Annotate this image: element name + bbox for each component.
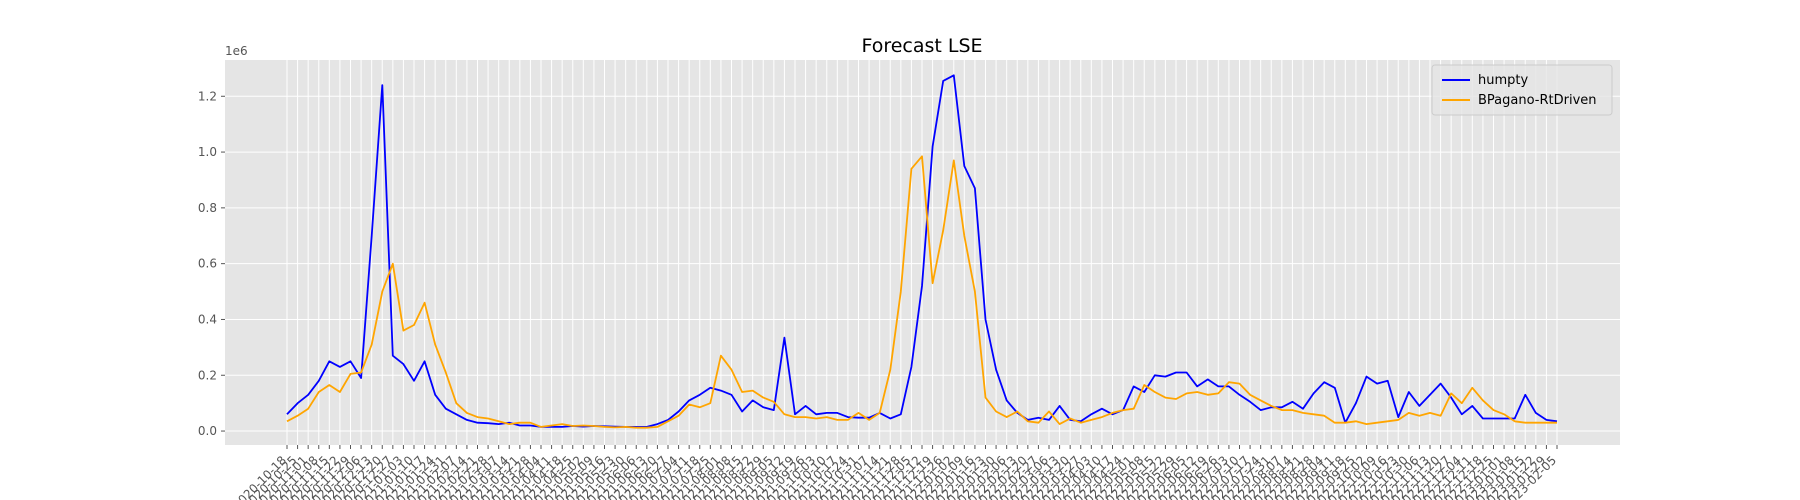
y-axis-scale-label: 1e6 bbox=[225, 44, 248, 58]
y-axis-ticks: 0.0 0.2 0.4 0.6 0.8 1.0 1.2 bbox=[198, 89, 225, 438]
y-tick-label: 0.2 bbox=[198, 368, 217, 382]
y-tick-label: 1.0 bbox=[198, 145, 217, 159]
y-tick-label: 0.4 bbox=[198, 312, 217, 326]
series-line-bpagano-rtdriven bbox=[286, 155, 1557, 429]
legend-box bbox=[1431, 64, 1613, 116]
y-tick-label: 1.2 bbox=[198, 89, 217, 103]
y-tick-label: 0.6 bbox=[198, 257, 217, 271]
y-tick-label: 0.0 bbox=[198, 424, 217, 438]
legend-label: humpty bbox=[1478, 73, 1528, 88]
series-lines bbox=[286, 74, 1558, 429]
y-tick-label: 0.8 bbox=[198, 201, 217, 215]
legend: humpty BPagano-RtDriven bbox=[1431, 64, 1613, 116]
x-axis-ticks: 2020-10-182020-10-252020-11-012020-11-08… bbox=[230, 445, 1559, 500]
chart-title: Forecast LSE bbox=[861, 35, 982, 57]
legend-label: BPagano-RtDriven bbox=[1478, 93, 1597, 108]
grid-lines bbox=[225, 60, 1620, 445]
